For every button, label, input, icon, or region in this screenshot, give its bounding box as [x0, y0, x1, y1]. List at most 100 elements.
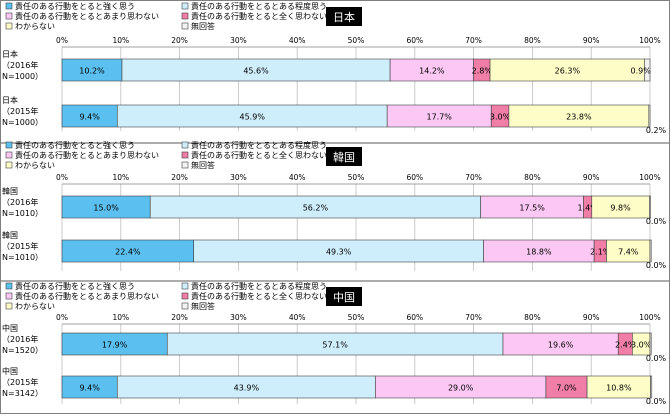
- legend-swatch: [5, 2, 13, 10]
- bar-value-label: 9.4%: [79, 113, 100, 122]
- bar-value-label: 45.6%: [243, 67, 269, 76]
- legend-label: 責任のある行動をとるとあまり思わない: [15, 150, 159, 160]
- x-tick-label: 60%: [406, 173, 423, 182]
- bar-value-label: 0.2%: [646, 126, 667, 135]
- legend-swatch: [5, 22, 13, 30]
- bar-value-label: 10.2%: [79, 67, 105, 76]
- x-tick-label: 90%: [583, 313, 600, 322]
- x-tick-label: 90%: [583, 173, 600, 182]
- category-label: N=1000）: [2, 72, 43, 81]
- category-label: N=1000）: [2, 118, 43, 127]
- category-label: N=1010）: [2, 209, 43, 218]
- bar-value-label: 45.9%: [240, 113, 266, 122]
- country-tag: 韓国: [326, 147, 362, 166]
- x-tick-label: 0%: [56, 173, 68, 182]
- chart-panel: 責任のある行動をとると強く思う 責任のある行動をとるとある程度思う責任のある行動を…: [1, 140, 669, 271]
- bar-value-label: 9.8%: [610, 204, 631, 213]
- legend-label: 責任のある行動をとると強く思う: [15, 1, 135, 11]
- bar-segment: [650, 375, 653, 399]
- bar-value-label: 7.4%: [618, 248, 639, 257]
- category-label: 韓国: [2, 186, 18, 196]
- category-label: 中国: [2, 323, 18, 333]
- x-tick-label: 50%: [348, 173, 365, 182]
- x-tick-label: 50%: [348, 36, 365, 45]
- bar-value-label: 0.0%: [646, 261, 667, 270]
- legend-label: 無回答: [191, 160, 215, 170]
- legend-swatch: [5, 302, 13, 310]
- category-label: 中国: [2, 366, 18, 376]
- country-tag: 日本: [326, 7, 362, 26]
- x-tick-label: 0%: [56, 313, 68, 322]
- category-label: （2016年: [2, 334, 38, 344]
- bar-value-label: 0.9%: [631, 67, 652, 76]
- legend-swatch: [5, 151, 13, 159]
- category-label: （2016年: [2, 60, 38, 70]
- category-label: 韓国: [2, 230, 18, 240]
- x-tick-label: 50%: [348, 313, 365, 322]
- bar-segment: [649, 195, 651, 219]
- x-tick-label: 20%: [171, 173, 188, 182]
- x-tick-label: 30%: [230, 173, 247, 182]
- legend-swatch: [181, 22, 189, 30]
- x-tick-label: 80%: [524, 313, 541, 322]
- x-tick-label: 30%: [230, 36, 247, 45]
- country-tag-label: 韓国: [333, 151, 355, 164]
- legend-swatch: [5, 141, 13, 149]
- x-tick-label: 40%: [289, 173, 306, 182]
- bar-value-label: 19.6%: [548, 341, 574, 350]
- bar-value-label: 2.8%: [472, 67, 493, 76]
- legend-swatch: [5, 292, 13, 300]
- bar-value-label: 18.8%: [526, 248, 552, 257]
- bar-value-label: 17.9%: [102, 341, 128, 350]
- x-tick-label: 80%: [524, 36, 541, 45]
- category-label: （2016年: [2, 197, 38, 207]
- bar-value-label: 56.2%: [303, 204, 329, 213]
- x-tick-label: 100%: [639, 36, 660, 45]
- x-tick-label: 100%: [639, 313, 660, 322]
- x-tick-label: 20%: [171, 36, 188, 45]
- legend-swatch: [181, 2, 189, 10]
- bar-segment: [649, 332, 652, 356]
- bar-segment: [649, 239, 652, 263]
- legend-swatch: [5, 282, 13, 290]
- x-tick-label: 70%: [465, 313, 482, 322]
- x-tick-label: 30%: [230, 313, 247, 322]
- country-tag: 中国: [326, 287, 362, 306]
- x-tick-label: 40%: [289, 313, 306, 322]
- x-tick-label: 20%: [171, 313, 188, 322]
- bar-value-label: 0.0%: [646, 397, 667, 406]
- legend-label: 責任のある行動をとると強く思う: [15, 281, 135, 291]
- bar-value-label: 49.3%: [326, 248, 352, 257]
- bar-value-label: 23.8%: [566, 113, 592, 122]
- x-tick-label: 10%: [112, 313, 129, 322]
- bar-value-label: 2.1%: [590, 248, 611, 257]
- bar-value-label: 15.0%: [93, 204, 119, 213]
- country-tag-label: 中国: [333, 291, 355, 304]
- legend-label: 無回答: [191, 21, 215, 31]
- bar-segment: [648, 104, 651, 128]
- category-label: N=1520）: [2, 346, 43, 355]
- bar-value-label: 9.4%: [79, 384, 100, 393]
- legend-swatch: [181, 161, 189, 169]
- legend-label: 無回答: [191, 301, 215, 311]
- x-tick-label: 40%: [289, 36, 306, 45]
- legend-label: わからない: [15, 302, 55, 311]
- category-label: （2015年: [2, 241, 38, 251]
- legend-swatch: [181, 282, 189, 290]
- legend-label: 責任のある行動をとると強く思う: [15, 140, 135, 150]
- country-tag-box: [326, 147, 362, 166]
- legend-swatch: [181, 141, 189, 149]
- chart-panel: 責任のある行動をとると強く思う 責任のある行動をとるとある程度思う責任のある行動を…: [2, 1, 667, 135]
- legend-swatch: [5, 12, 13, 20]
- legend-label: 責任のある行動をとるとある程度思う: [191, 281, 327, 291]
- x-tick-label: 70%: [465, 36, 482, 45]
- x-tick-label: 10%: [112, 36, 129, 45]
- category-label: （2015年: [2, 106, 38, 116]
- bar-value-label: 43.9%: [234, 384, 260, 393]
- bar-value-label: 3.0%: [490, 113, 511, 122]
- x-tick-label: 10%: [112, 173, 129, 182]
- legend-label: 責任のある行動をとるとある程度思う: [191, 1, 327, 11]
- x-tick-label: 60%: [406, 36, 423, 45]
- legend-label: 責任のある行動をとるとあまり思わない: [15, 11, 159, 21]
